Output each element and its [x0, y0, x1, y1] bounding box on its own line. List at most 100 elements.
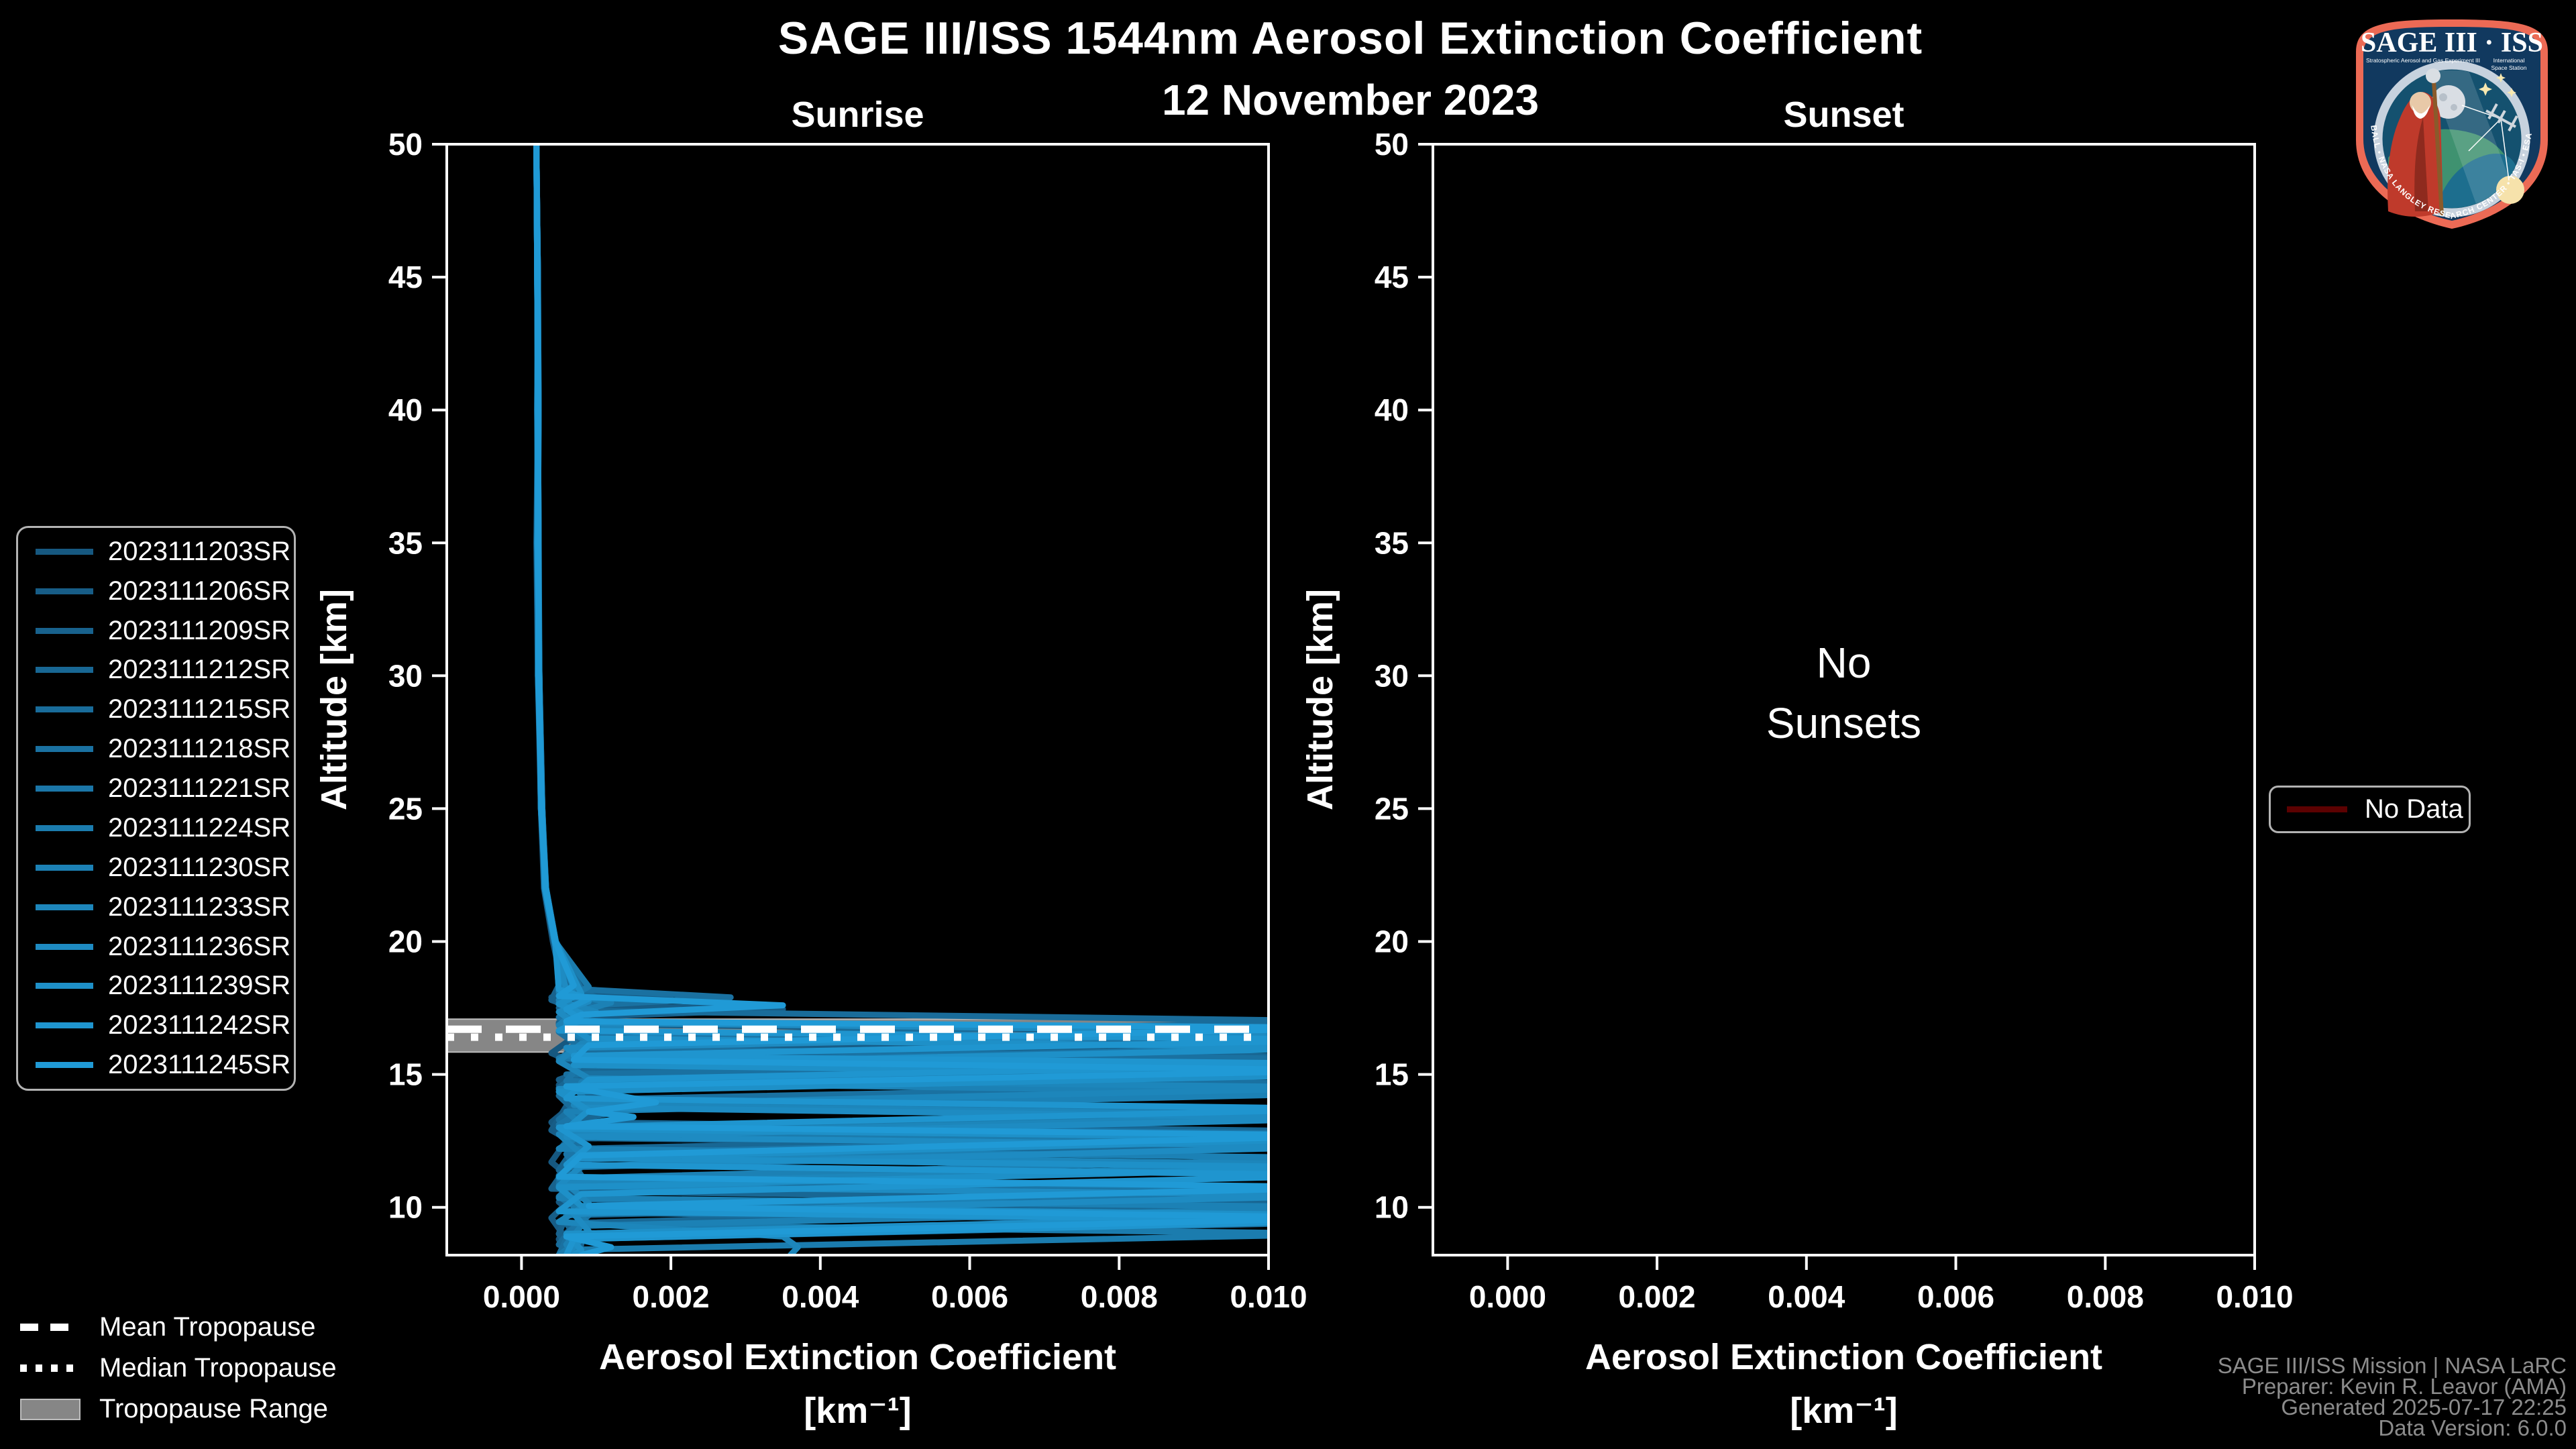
header: SAGE III/ISS 1544nm Aerosol Extinction C…: [447, 12, 2254, 125]
no-data-legend: No Data: [2269, 786, 2471, 833]
y-tick-label: 30: [1375, 658, 1409, 693]
page-title: SAGE III/ISS 1544nm Aerosol Extinction C…: [777, 13, 1923, 64]
footer-line-preparer: Preparer: Kevin R. Leavor (AMA): [2241, 1374, 2567, 1399]
legend-line-swatch: [36, 1022, 93, 1029]
legend-line-swatch: [36, 983, 93, 989]
y-tick-label: 10: [388, 1190, 423, 1225]
legend-event-label: 2023111236SR: [108, 931, 291, 961]
legend-line-swatch: [36, 864, 93, 871]
legend-event-label: 2023111203SR: [108, 536, 291, 566]
x-axis-units-label: [km⁻¹]: [804, 1391, 912, 1431]
legend-event-label: 2023111218SR: [108, 734, 291, 764]
sunrise-plot: 0.000 0.002 0.004 0.006 0.008 0.010 50 45 40 35 30…: [314, 95, 1307, 1431]
legend-item: 2023111242SR: [18, 1006, 294, 1045]
x-tick-label: 0.002: [633, 1279, 710, 1314]
footer-line-generated: Generated 2025-07-17 22:25: [2281, 1395, 2567, 1419]
legend-event-label: 2023111215SR: [108, 694, 291, 724]
tropopause-legend-item: Tropopause Range: [20, 1389, 337, 1430]
moon-crater: [2439, 93, 2447, 101]
tropopause-legend-item: Mean Tropopause: [20, 1307, 337, 1348]
y-tick-label: 15: [1375, 1057, 1409, 1092]
legend-item: 2023111209SR: [18, 611, 294, 651]
legend-event-label: 2023111206SR: [108, 576, 291, 606]
legend-item: 2023111245SR: [18, 1045, 294, 1085]
logo-title: SAGE III · ISS: [2361, 28, 2543, 58]
legend-event-label: 2023111221SR: [108, 773, 291, 804]
logo-station-subtitle: International: [2493, 57, 2525, 64]
no-sunsets-message-2: Sunsets: [1766, 699, 1921, 747]
y-axis-label: Altitude [km]: [1300, 589, 1340, 810]
x-tick-label: 0.010: [2216, 1279, 2293, 1314]
y-tick-label: 40: [388, 392, 423, 427]
y-tick-label: 45: [388, 260, 423, 294]
legend-line-swatch: [36, 588, 93, 594]
footer-line-mission: SAGE III/ISS Mission | NASA LaRC: [2217, 1353, 2567, 1378]
panel-title: Sunrise: [791, 95, 924, 135]
profile-line: [533, 144, 1269, 1255]
stars: [2479, 73, 2516, 97]
legend-item: 2023111203SR: [18, 532, 294, 572]
legend-event-label: 2023111212SR: [108, 655, 291, 685]
legend-event-label: 2023111245SR: [108, 1050, 291, 1080]
x-tick-label: 0.006: [1917, 1279, 1994, 1314]
sage-figure: [2387, 68, 2444, 217]
patch-swatch: [20, 1398, 80, 1420]
legend-item: 2023111218SR: [18, 729, 294, 769]
legend-event-label: 2023111239SR: [108, 971, 291, 1001]
y-axis-label: Altitude [km]: [314, 589, 354, 810]
sunset-plot: No Sunsets 0.000 0.002 0.004 0.006 0.008 0.010 5…: [1300, 95, 2294, 1431]
legend-event-label: 2023111209SR: [108, 615, 291, 645]
y-tick-label: 20: [388, 924, 423, 959]
no-sunsets-message-1: No: [1817, 639, 1872, 687]
moon-crater: [2451, 104, 2457, 111]
footer-line-version: Data Version: 6.0.0: [2378, 1415, 2567, 1440]
legend-item: 2023111233SR: [18, 888, 294, 927]
legend-event-label: 2023111230SR: [108, 852, 291, 882]
y-tick-label: 35: [1375, 525, 1409, 560]
y-tick-label: 45: [1375, 260, 1409, 294]
y-tick-label: 50: [388, 127, 423, 162]
legend-item: 2023111239SR: [18, 966, 294, 1006]
legend-line-swatch: [36, 548, 93, 555]
legend-line-swatch: [36, 746, 93, 753]
y-tick-label: 25: [388, 791, 423, 826]
x-axis-label: Aerosol Extinction Coefficient: [1585, 1337, 2102, 1377]
y-tick-label: 20: [1375, 924, 1409, 959]
no-data-line-swatch: [2287, 806, 2347, 812]
tropopause-legend-item: Median Tropopause: [20, 1348, 337, 1389]
legend-item: 2023111230SR: [18, 848, 294, 888]
legend-event-label: 2023111242SR: [108, 1010, 291, 1040]
legend-line-swatch: [36, 627, 93, 634]
y-tick-label: 35: [388, 525, 423, 560]
legend-event-label: 2023111224SR: [108, 812, 291, 843]
sage-iss-mission-logo: SAGE III · ISS Stratospheric Aerosol and…: [2356, 19, 2548, 229]
y-tick-label: 15: [388, 1057, 423, 1092]
logo-program-subtitle: Stratospheric Aerosol and Gas Experiment…: [2366, 57, 2480, 64]
event-legend: 2023111203SR 2023111206SR 2023111209SR 2…: [16, 526, 296, 1091]
legend-item: 2023111236SR: [18, 927, 294, 967]
legend-line-swatch: [36, 706, 93, 713]
sunset-chart: No Sunsets 0.000 0.002 0.004 0.006 0.008 0.010 5…: [1300, 95, 2294, 1431]
moon: [2432, 85, 2465, 119]
y-tick-label: 25: [1375, 791, 1409, 826]
plot-border: [1432, 143, 2256, 1256]
x-axis-units-label: [km⁻¹]: [1790, 1391, 1898, 1431]
tropopause-legend-label: Tropopause Range: [99, 1394, 328, 1424]
x-tick-label: 0.002: [1619, 1279, 1696, 1314]
x-tick-label: 0.008: [2067, 1279, 2144, 1314]
x-tick-label: 0.004: [1768, 1279, 1845, 1314]
tropopause-legend-label: Mean Tropopause: [99, 1312, 316, 1342]
x-tick-label: 0.010: [1230, 1279, 1307, 1314]
legend-item: 2023111206SR: [18, 572, 294, 611]
legend-event-label: 2023111233SR: [108, 892, 291, 922]
logo-station-subtitle-2: Space Station: [2491, 64, 2527, 71]
iss-icon: [2485, 103, 2518, 131]
legend-item: 2023111224SR: [18, 808, 294, 848]
sun: [2496, 176, 2524, 204]
x-tick-label: 0.008: [1081, 1279, 1158, 1314]
x-tick-label: 0.000: [483, 1279, 560, 1314]
legend-line-swatch: [36, 786, 93, 792]
y-tick-label: 30: [388, 658, 423, 693]
legend-line-swatch: [36, 824, 93, 831]
legend-item: 2023111221SR: [18, 769, 294, 808]
